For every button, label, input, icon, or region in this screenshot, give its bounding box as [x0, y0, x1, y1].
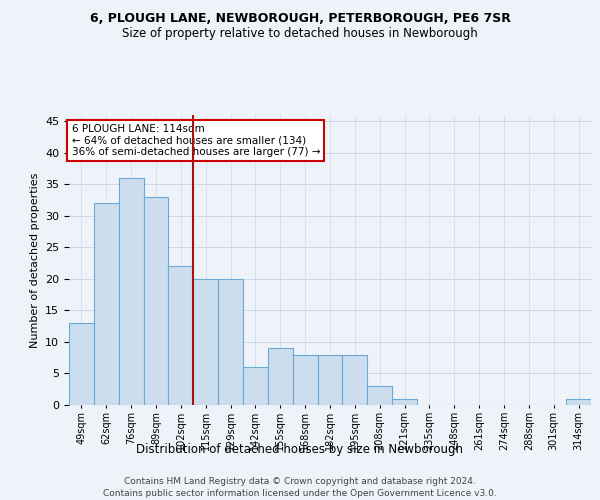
Text: Size of property relative to detached houses in Newborough: Size of property relative to detached ho…	[122, 28, 478, 40]
Bar	[392, 398, 417, 405]
Y-axis label: Number of detached properties: Number of detached properties	[29, 172, 40, 348]
Bar	[268, 348, 293, 405]
Bar	[193, 279, 218, 405]
Bar	[69, 323, 94, 405]
Bar	[343, 354, 367, 405]
Bar	[243, 367, 268, 405]
Bar	[367, 386, 392, 405]
Bar	[94, 204, 119, 405]
Text: 6, PLOUGH LANE, NEWBOROUGH, PETERBOROUGH, PE6 7SR: 6, PLOUGH LANE, NEWBOROUGH, PETERBOROUGH…	[89, 12, 511, 26]
Text: Distribution of detached houses by size in Newborough: Distribution of detached houses by size …	[137, 442, 464, 456]
Bar	[169, 266, 193, 405]
Bar	[143, 197, 169, 405]
Bar	[119, 178, 143, 405]
Text: 6 PLOUGH LANE: 114sqm
← 64% of detached houses are smaller (134)
36% of semi-det: 6 PLOUGH LANE: 114sqm ← 64% of detached …	[71, 124, 320, 157]
Text: Contains HM Land Registry data © Crown copyright and database right 2024.: Contains HM Land Registry data © Crown c…	[124, 478, 476, 486]
Bar	[218, 279, 243, 405]
Text: Contains public sector information licensed under the Open Government Licence v3: Contains public sector information licen…	[103, 489, 497, 498]
Bar	[293, 354, 317, 405]
Bar	[566, 398, 591, 405]
Bar	[317, 354, 343, 405]
